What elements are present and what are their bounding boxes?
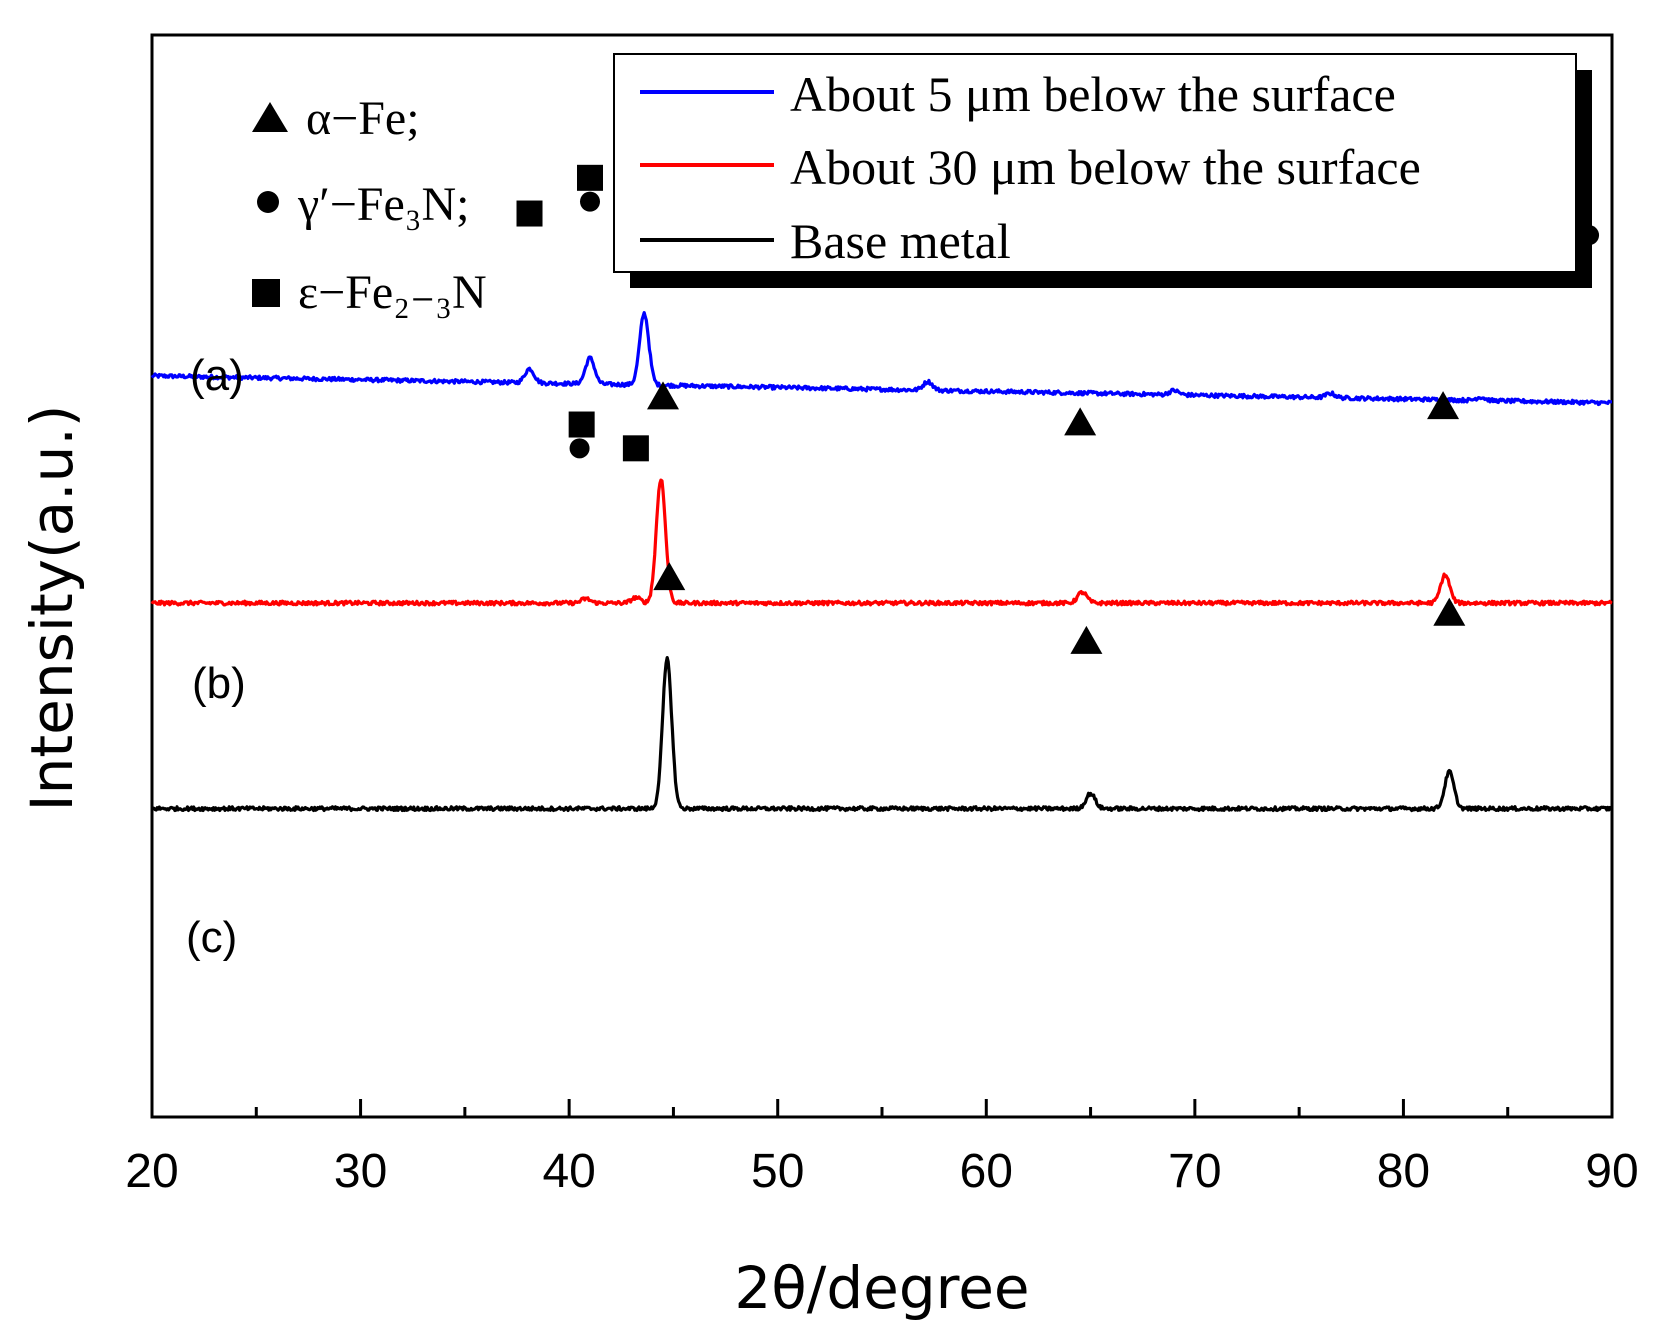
panel-label-a: (a)	[190, 351, 244, 400]
x-tick-label: 40	[542, 1145, 595, 1198]
triangle-marker	[1433, 597, 1466, 626]
x-tick-label: 60	[960, 1145, 1013, 1198]
x-axis-ticks	[150, 1099, 1614, 1117]
legend-label-5um: About 5 μm below the surface	[790, 66, 1396, 122]
xrd-series-2	[150, 478, 1613, 607]
xrd-series-1	[150, 311, 1613, 407]
phase-legend-label-gamma-fe3n: γ′−Fe₃N;	[297, 178, 470, 231]
x-axis-tick-labels: 20 30 40 50 60 70 80 90	[125, 1145, 1638, 1198]
phase-legend: α−Fe; γ′−Fe₃N; ε−Fe₂₋₃N	[252, 92, 487, 319]
square-marker	[622, 435, 649, 462]
y-axis-title: Intensity(a.u.)	[18, 405, 86, 812]
triangle-marker	[1427, 391, 1460, 420]
circle-marker	[580, 191, 600, 212]
circle-marker	[569, 438, 590, 459]
phase-legend-label-alpha-fe: α−Fe;	[306, 92, 420, 145]
panel-label-c: (c)	[186, 913, 237, 962]
triangle-marker	[653, 562, 686, 591]
x-axis-title: 2θ/degree	[734, 1254, 1029, 1322]
triangle-marker	[1064, 407, 1097, 436]
legend-box	[613, 53, 1577, 273]
x-tick-label: 30	[334, 1145, 387, 1198]
x-tick-label: 20	[125, 1145, 178, 1198]
circle-marker-icon	[257, 191, 279, 213]
series-layer	[150, 311, 1614, 813]
x-tick-label: 90	[1585, 1145, 1638, 1198]
xrd-series-3	[151, 656, 1614, 813]
x-tick-label: 70	[1168, 1145, 1221, 1198]
triangle-marker	[647, 381, 679, 410]
panel-label-b: (b)	[192, 659, 246, 708]
legend-label-base-metal: Base metal	[790, 213, 1011, 269]
legend-label-30um: About 30 μm below the surface	[790, 139, 1421, 195]
square-marker	[516, 200, 543, 227]
x-tick-label: 50	[751, 1145, 804, 1198]
phase-legend-label-epsilon-fe2-3n: ε−Fe₂₋₃N	[298, 266, 487, 319]
x-tick-label: 80	[1377, 1145, 1430, 1198]
triangle-marker	[1070, 625, 1103, 654]
square-marker-icon	[252, 279, 280, 307]
triangle-marker-icon	[252, 102, 288, 132]
series-legend: About 5 μm below the surface About 30 μm…	[613, 53, 1592, 288]
square-marker	[577, 164, 603, 191]
square-marker	[568, 411, 595, 438]
